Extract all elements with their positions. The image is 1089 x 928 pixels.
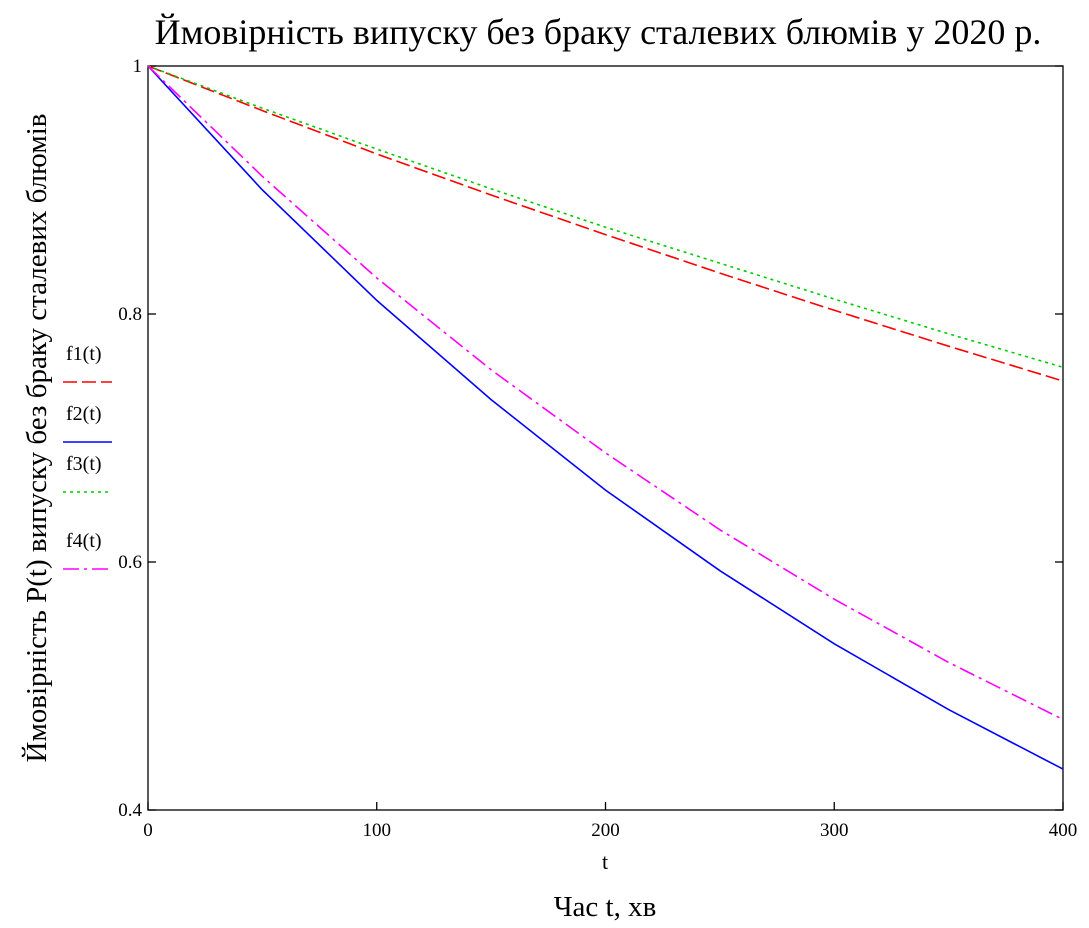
series-line-1 (147, 65, 1064, 382)
series-line-3 (147, 65, 1064, 369)
legend: f1(t) f2(t) f3(t) f4(t) (63, 343, 112, 570)
x-tick-label: 400 (1049, 820, 1078, 841)
legend-label-4: f4(t) (66, 530, 102, 552)
x-tick-label: 0 (143, 820, 153, 841)
chart-title: Ймовірність випуску без браку сталевих б… (155, 12, 1042, 52)
y-axis-ticks: 0.4 0.6 0.8 1 (118, 56, 1063, 821)
x-variable-label: t (602, 849, 608, 874)
y-tick-label: 1 (133, 56, 143, 77)
series-layer (147, 65, 1064, 770)
legend-label-3: f3(t) (66, 453, 102, 475)
y-tick-label: 0.4 (118, 800, 142, 821)
y-tick-label: 0.8 (118, 304, 142, 325)
plot-frame (147, 65, 1064, 811)
y-axis-title: Ймовірність P(t) випуску без браку стале… (21, 113, 53, 762)
x-tick-label: 200 (591, 820, 620, 841)
x-tick-label: 300 (820, 820, 849, 841)
x-axis-ticks: 0 100 200 300 400 (143, 802, 1077, 841)
legend-label-2: f2(t) (66, 403, 102, 425)
series-line-4 (147, 65, 1064, 721)
x-tick-label: 100 (363, 820, 392, 841)
series-line-2 (147, 65, 1064, 770)
x-axis-title: Час t, хв (554, 891, 657, 923)
y-tick-label: 0.6 (118, 552, 142, 573)
legend-label-1: f1(t) (66, 343, 102, 365)
